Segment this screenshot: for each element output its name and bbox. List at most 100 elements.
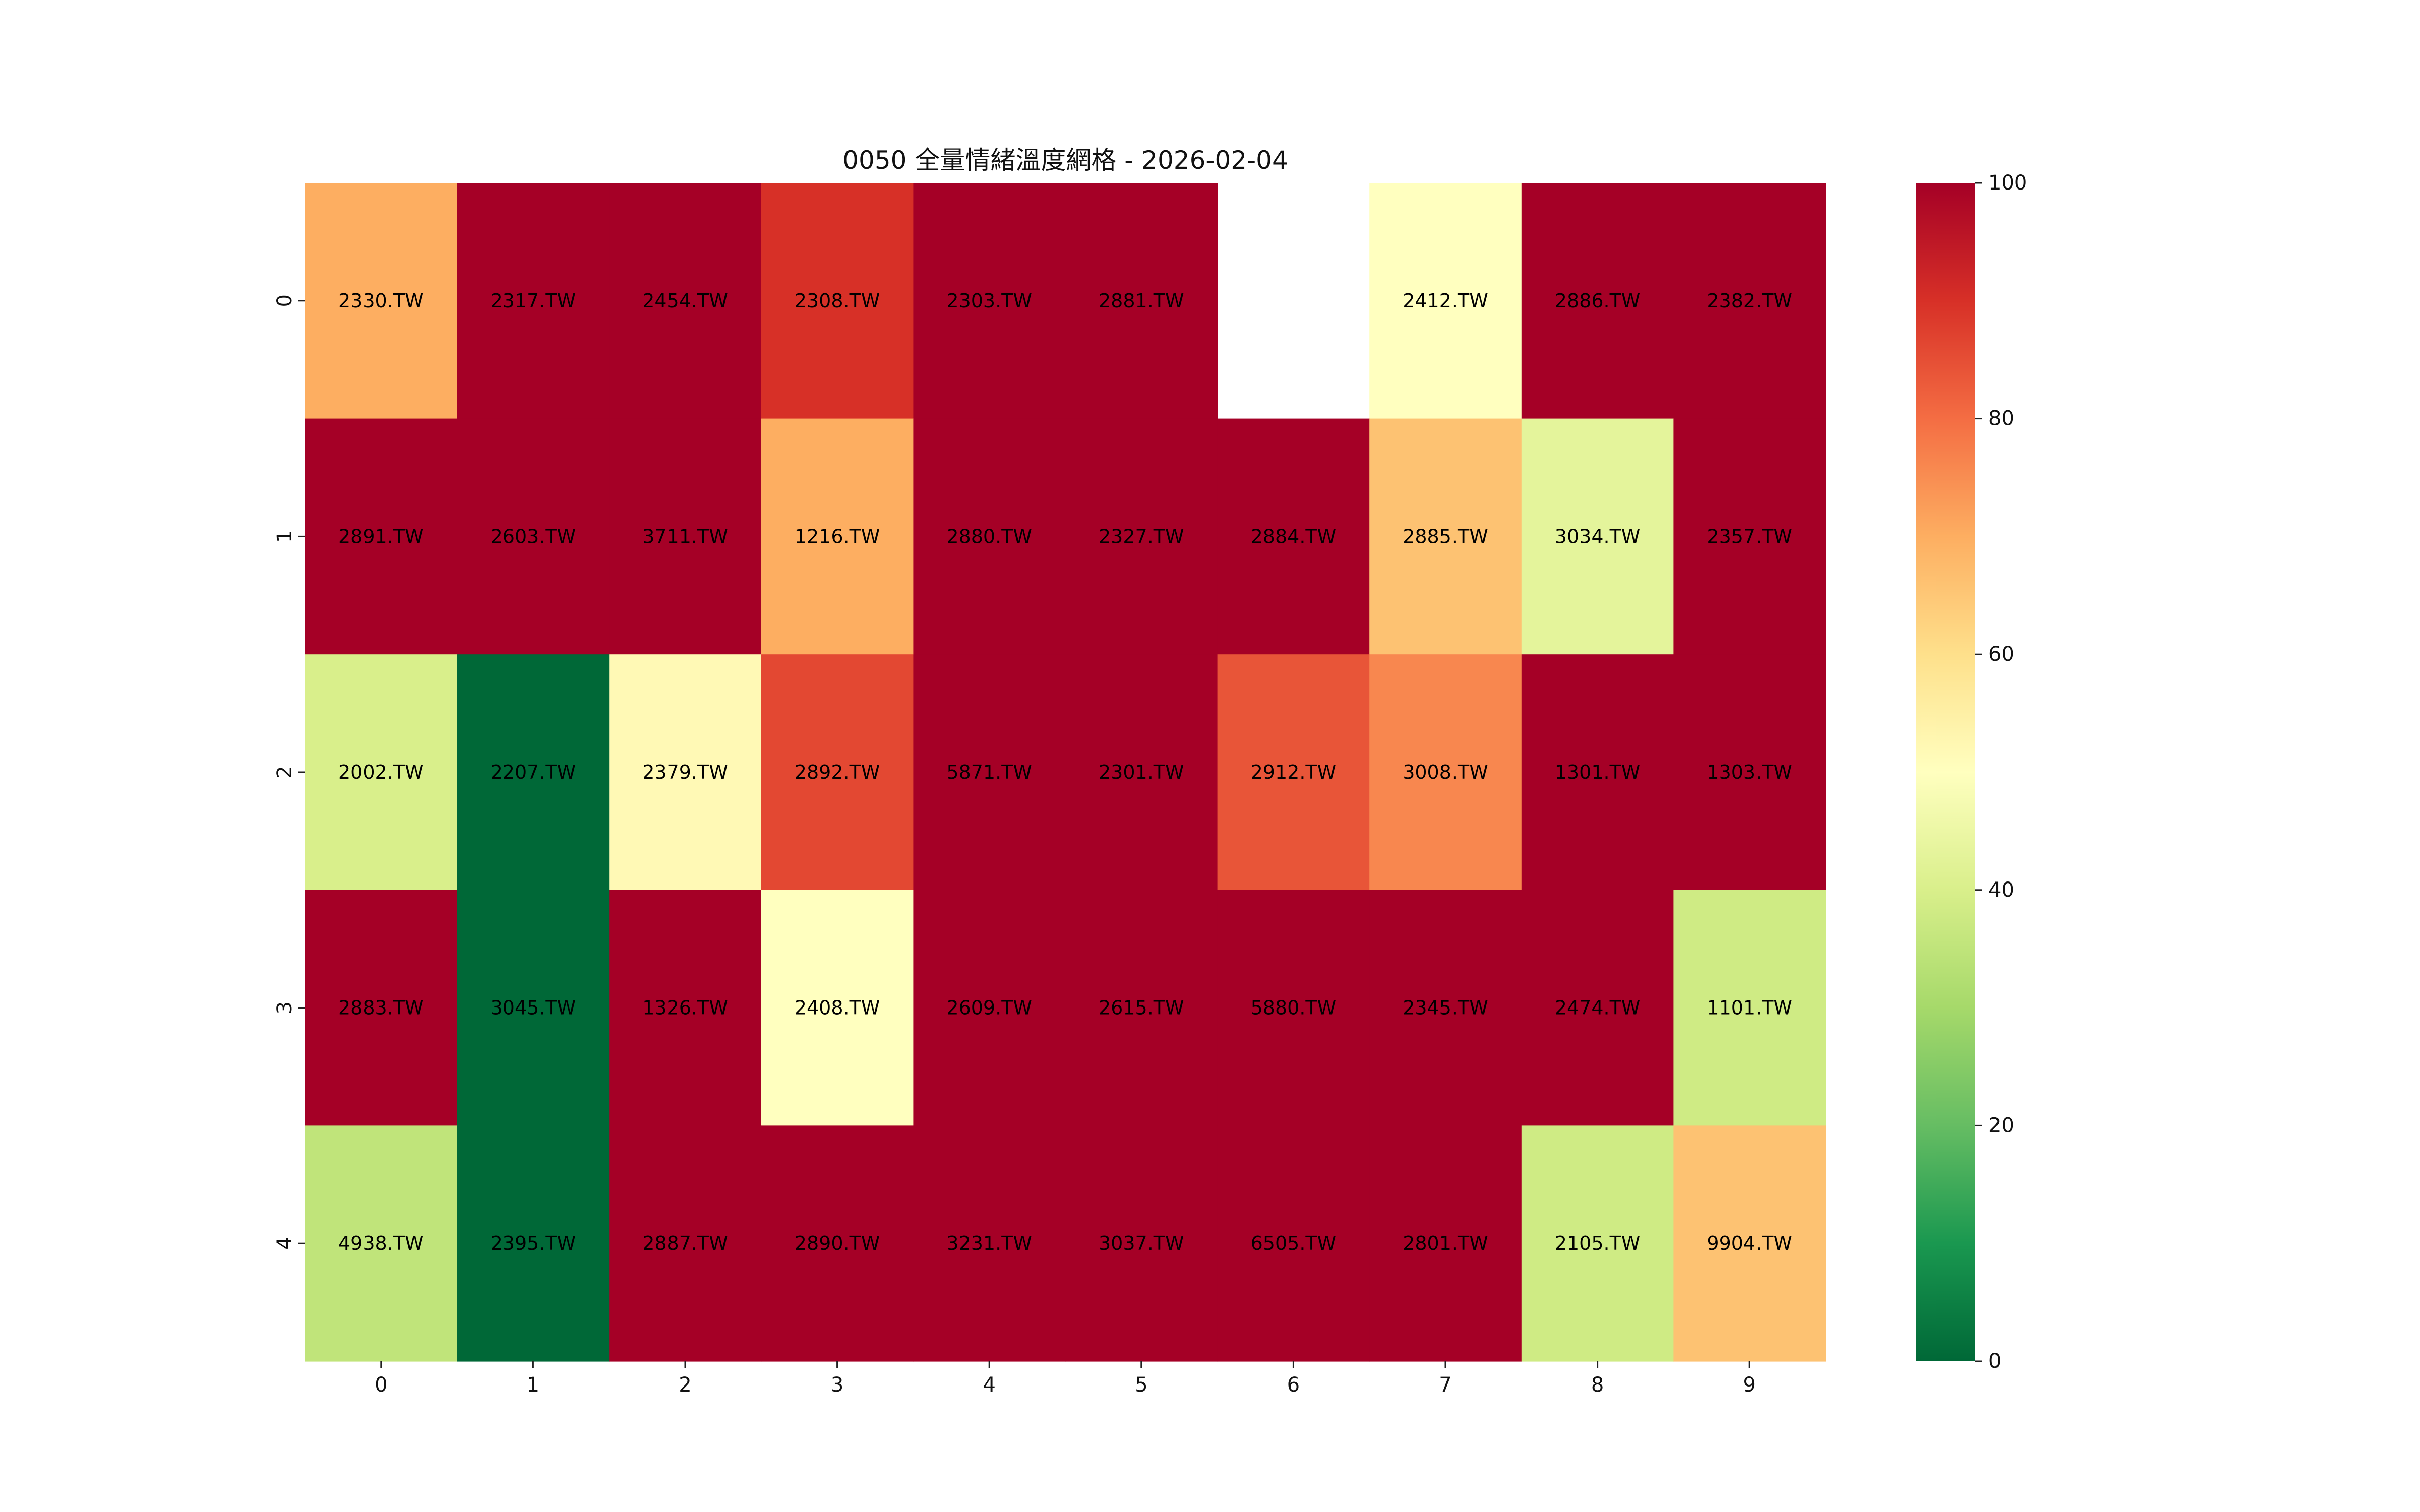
cell-label: 2891.TW <box>338 525 424 547</box>
colorbar-tick-label: 40 <box>1988 878 2014 902</box>
cell-label: 2890.TW <box>795 1232 880 1254</box>
cell-label: 1101.TW <box>1707 997 1792 1019</box>
heatmap-cell <box>1065 890 1218 1126</box>
heatmap-cell <box>609 890 762 1126</box>
cell-label: 2002.TW <box>338 761 424 783</box>
cell-label: 2379.TW <box>642 761 728 783</box>
cell-label: 2207.TW <box>491 761 576 783</box>
heatmap-cell <box>1673 418 1826 655</box>
heatmap-cell <box>1521 418 1674 655</box>
heatmap-cell <box>305 890 458 1126</box>
cell-label: 2886.TW <box>1555 290 1641 312</box>
cell-label: 2327.TW <box>1099 525 1184 547</box>
cell-label: 2412.TW <box>1403 290 1488 312</box>
x-tick-label: 9 <box>1743 1373 1756 1397</box>
cell-label: 2801.TW <box>1403 1232 1488 1254</box>
x-tick-label: 8 <box>1591 1373 1604 1397</box>
heatmap-cell <box>609 418 762 655</box>
heatmap-cell <box>761 890 914 1126</box>
cell-label: 2880.TW <box>946 525 1032 547</box>
heatmap-cell <box>1217 890 1370 1126</box>
chart-title: 0050 全量情緒溫度網格 - 2026-02-04 <box>842 146 1288 175</box>
heatmap-cell <box>609 1125 762 1362</box>
heatmap-cell <box>305 418 458 655</box>
heatmap-cell <box>913 183 1066 419</box>
heatmap-cell <box>913 1125 1066 1362</box>
x-tick-label: 3 <box>831 1373 843 1397</box>
cell-label: 6505.TW <box>1251 1232 1337 1254</box>
cell-label: 2382.TW <box>1707 290 1792 312</box>
heatmap-cell <box>913 654 1066 891</box>
cell-label: 2105.TW <box>1555 1232 1641 1254</box>
cell-label: 2884.TW <box>1251 525 1337 547</box>
heatmap-cell <box>1369 183 1522 419</box>
cell-label: 5880.TW <box>1251 997 1337 1019</box>
x-tick-label: 7 <box>1439 1373 1451 1397</box>
heatmap-cell <box>1369 418 1522 655</box>
cell-label: 3231.TW <box>946 1232 1032 1254</box>
x-axis: 0 1 2 3 4 5 6 7 8 9 <box>375 1361 1756 1397</box>
heatmap-cell <box>1521 1125 1674 1362</box>
x-tick-label: 4 <box>983 1373 995 1397</box>
x-tick-label: 6 <box>1287 1373 1300 1397</box>
cell-label: 2395.TW <box>491 1232 576 1254</box>
cell-label: 9904.TW <box>1707 1232 1792 1254</box>
cell-label: 2357.TW <box>1707 525 1792 547</box>
cell-label: 2301.TW <box>1099 761 1184 783</box>
heatmap-cell <box>305 654 458 891</box>
heatmap-cells <box>305 183 1826 1362</box>
cell-label: 2330.TW <box>338 290 424 312</box>
cell-label: 1303.TW <box>1707 761 1792 783</box>
heatmap-cell <box>305 1125 458 1362</box>
cell-label: 1301.TW <box>1555 761 1641 783</box>
x-tick-label: 1 <box>527 1373 539 1397</box>
heatmap-cell <box>1673 183 1826 419</box>
heatmap-cell <box>457 418 610 655</box>
x-tick-label: 0 <box>375 1373 387 1397</box>
cell-label: 3711.TW <box>642 525 728 547</box>
cell-label: 3008.TW <box>1403 761 1488 783</box>
heatmap-cell <box>1673 1125 1826 1362</box>
heatmap-cell <box>1521 654 1674 891</box>
heatmap-cell <box>609 183 762 419</box>
cell-label: 2885.TW <box>1403 525 1488 547</box>
colorbar-gradient <box>1916 183 1975 1361</box>
heatmap-cell <box>457 183 610 419</box>
heatmap-cell <box>1217 418 1370 655</box>
colorbar-tick-label: 0 <box>1988 1350 2001 1373</box>
heatmap-cell <box>1673 654 1826 891</box>
cell-label: 2912.TW <box>1251 761 1337 783</box>
cell-label: 3045.TW <box>491 997 576 1019</box>
cell-label: 2883.TW <box>338 997 424 1019</box>
cell-label: 5871.TW <box>946 761 1032 783</box>
y-tick-label: 1 <box>273 530 296 543</box>
cell-label: 3037.TW <box>1099 1232 1184 1254</box>
cell-label: 2609.TW <box>946 997 1032 1019</box>
cell-label: 2887.TW <box>642 1232 728 1254</box>
heatmap-cell <box>1065 418 1218 655</box>
heatmap-cell <box>761 1125 914 1362</box>
cell-label: 1216.TW <box>795 525 880 547</box>
cell-label: 4938.TW <box>338 1232 424 1254</box>
heatmap-cell <box>1369 1125 1522 1362</box>
x-tick-label: 5 <box>1135 1373 1147 1397</box>
colorbar-tick-label: 60 <box>1988 643 2014 666</box>
heatmap-cell <box>761 183 914 419</box>
heatmap-cell <box>1521 183 1674 419</box>
heatmap-cell <box>1369 654 1522 891</box>
y-tick-label: 4 <box>273 1237 296 1249</box>
cell-label: 2603.TW <box>491 525 576 547</box>
colorbar: 0 20 40 60 80 100 <box>1916 171 2027 1373</box>
heatmap-cell-labels: 2330.TW 2317.TW 2454.TW 2308.TW 2303.TW 2881.… <box>338 290 1792 1254</box>
heatmap-cell <box>913 418 1066 655</box>
heatmap-cell <box>1217 654 1370 891</box>
colorbar-tick-label: 20 <box>1988 1114 2014 1137</box>
cell-label: 1326.TW <box>642 997 728 1019</box>
heatmap-cell <box>1065 654 1218 891</box>
heatmap-cell <box>1521 890 1674 1126</box>
cell-label: 2615.TW <box>1099 997 1184 1019</box>
heatmap-cell <box>609 654 762 891</box>
heatmap-cell <box>1065 183 1218 419</box>
cell-label: 2345.TW <box>1403 997 1488 1019</box>
